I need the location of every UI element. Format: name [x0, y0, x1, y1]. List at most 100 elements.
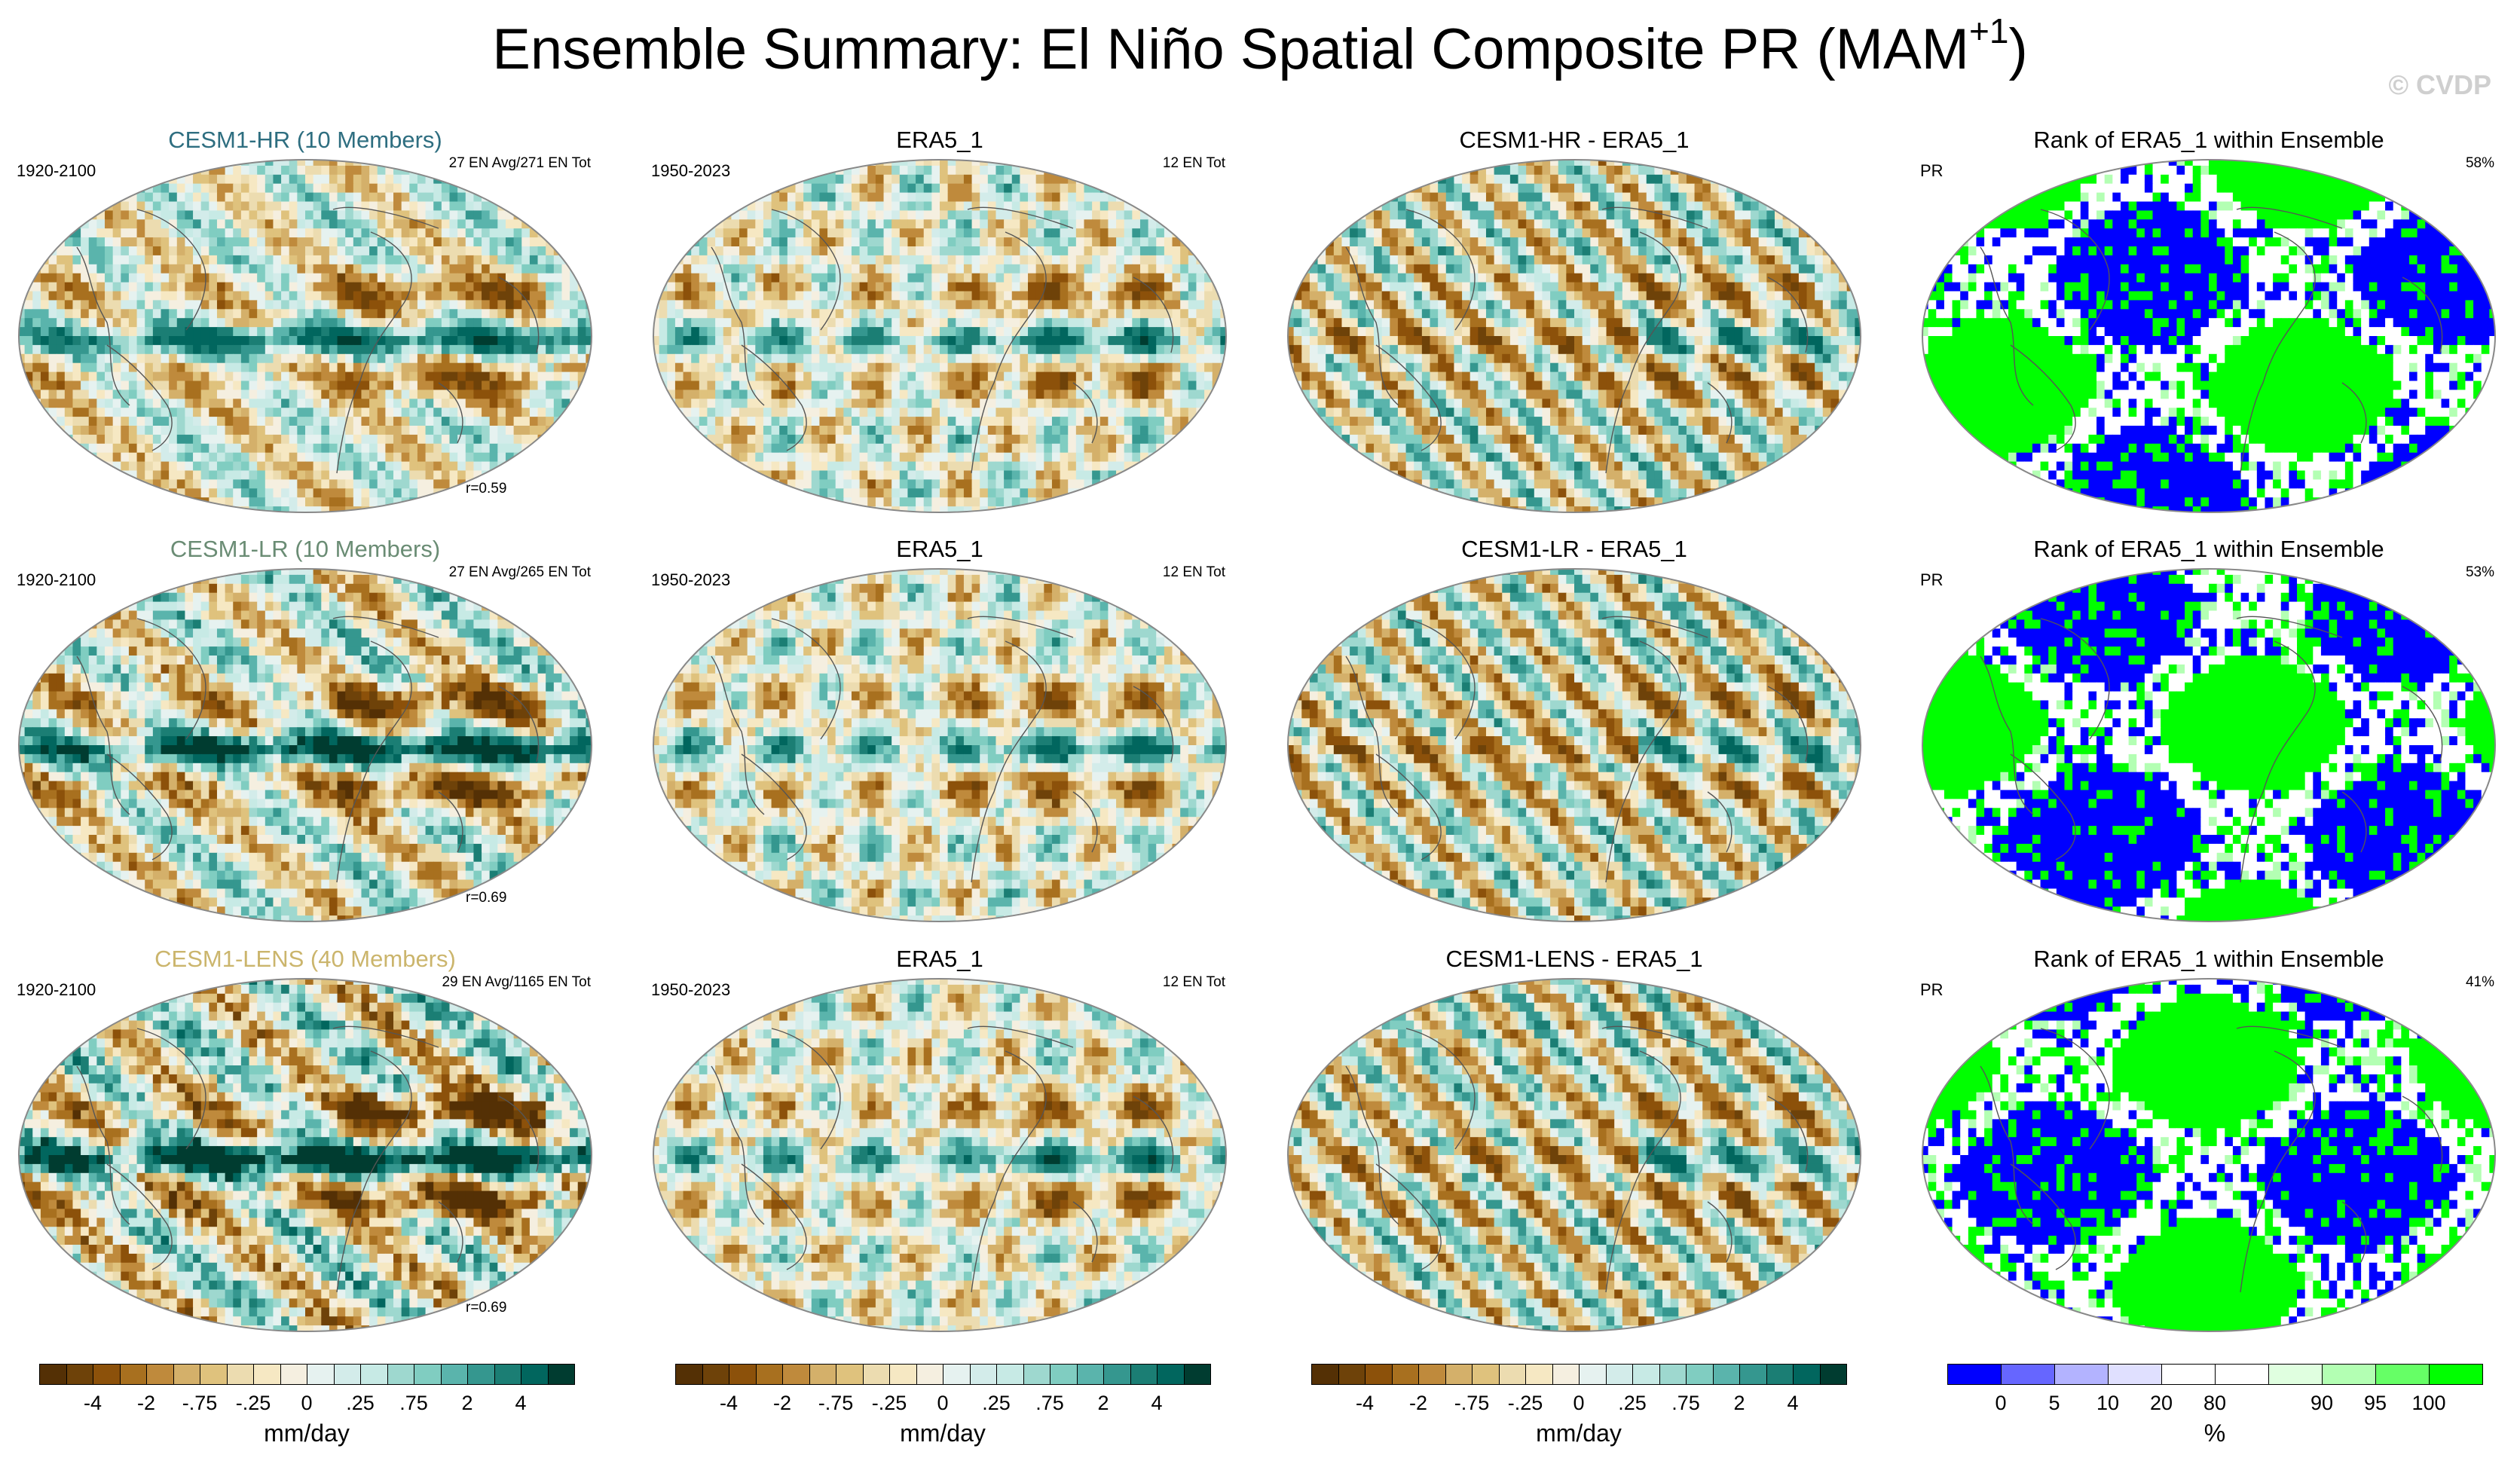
colorbar-swatch	[1050, 1364, 1078, 1385]
coastline-1	[2236, 616, 2343, 638]
coastline-0	[2240, 231, 2316, 474]
coastline-4	[106, 753, 173, 860]
coastline-2	[711, 1065, 765, 1225]
pattern-correlation: r=0.59	[466, 481, 506, 497]
colorbar-tick-label: .75	[1035, 1392, 1064, 1415]
colorbar-swatch	[916, 1364, 943, 1385]
precip-map	[1287, 978, 1861, 1332]
coastline-6	[2402, 1096, 2443, 1172]
obs-years: 1950-2023	[651, 570, 730, 590]
precip-map	[653, 159, 1227, 513]
rank-title: Rank of ERA5_1 within Ensemble	[1911, 537, 2506, 561]
colorbar-swatch	[675, 1364, 703, 1385]
coastline-6	[1767, 1096, 1809, 1172]
coastlines	[711, 206, 1174, 474]
colorbar-swatch	[2054, 1364, 2109, 1385]
field-cells	[653, 569, 1226, 921]
map-outline	[1287, 568, 1861, 922]
map-outline	[1922, 978, 2496, 1332]
colorbar-tick-label: 10	[2096, 1392, 2119, 1415]
colorbar-tick-label: 95	[2364, 1392, 2387, 1415]
colorbar-swatch	[702, 1364, 729, 1385]
difference-panel: CESM1-LR - ERA5_1	[1277, 537, 1872, 948]
coastline-6	[1767, 277, 1809, 353]
model-title: CESM1-LENS (40 Members)	[8, 947, 603, 970]
colorbar-swatch	[253, 1364, 281, 1385]
colorbar-swatch	[1739, 1364, 1767, 1385]
coastline-0	[1605, 1050, 1681, 1293]
model-composite-panel: CESM1-HR (10 Members) 1920-2100 27 EN Avg/…	[8, 128, 603, 539]
colorbar-swatch	[280, 1364, 307, 1385]
coastlines	[1345, 206, 1809, 474]
colorbar-swatch	[1579, 1364, 1607, 1385]
cvdp-watermark: © CVDP	[2388, 69, 2491, 101]
colorbar-swatch	[521, 1364, 549, 1385]
coastline-5	[1707, 791, 1732, 853]
coastline-2	[1345, 656, 1399, 815]
map-outline	[653, 159, 1227, 513]
coastline-6	[498, 277, 540, 353]
colorbar-swatch	[494, 1364, 521, 1385]
colorbar-tick-label: 0	[937, 1392, 948, 1415]
colorbar-swatch	[1445, 1364, 1473, 1385]
coastline-3	[2040, 209, 2110, 331]
precip-map	[1287, 568, 1861, 922]
colorbar-swatch	[226, 1364, 254, 1385]
rank-variable: PR	[1920, 570, 1944, 590]
difference-panel: CESM1-LENS - ERA5_1	[1277, 947, 1872, 1358]
colorbar-swatch	[93, 1364, 121, 1385]
coastline-3	[2040, 618, 2110, 740]
colorbar-swatch	[1766, 1364, 1794, 1385]
coastline-6	[1133, 277, 1174, 353]
colorbar-tick-label: 0	[1995, 1392, 2006, 1415]
colorbar-swatch	[889, 1364, 917, 1385]
colorbar-tick-label: 5	[2048, 1392, 2060, 1415]
colorbar-swatch	[1712, 1364, 1740, 1385]
coastline-4	[2010, 344, 2076, 451]
colorbar-swatch	[2215, 1364, 2269, 1385]
colorbar-swatch	[1659, 1364, 1687, 1385]
ensemble-info: 29 EN Avg/1165 EN Tot	[442, 974, 591, 991]
colorbar-swatch	[1130, 1364, 1158, 1385]
coastlines	[711, 1025, 1174, 1293]
coastline-4	[741, 1163, 807, 1270]
colorbar-tick-label: 90	[2311, 1392, 2333, 1415]
obs-composite-panel: ERA5_1 1950-2023 12 EN Tot	[642, 537, 1237, 948]
coastline-0	[971, 1050, 1047, 1293]
colorbar-tick-label: -.25	[1508, 1392, 1543, 1415]
map-outline	[18, 978, 592, 1332]
coastline-1	[1601, 1025, 1708, 1048]
map-outline	[1287, 978, 1861, 1332]
colorbar-swatch	[119, 1364, 147, 1385]
coastline-1	[2236, 1025, 2343, 1048]
map-outline	[653, 568, 1227, 922]
coastline-0	[336, 640, 412, 883]
model-years: 1920-2100	[17, 980, 96, 1000]
colorbar-tick-label: -.25	[872, 1392, 907, 1415]
colorbar-swatch	[836, 1364, 864, 1385]
rank-variable: PR	[1920, 161, 1944, 181]
colorbar-swatch	[1076, 1364, 1104, 1385]
colorbar-swatch	[1605, 1364, 1633, 1385]
map-outline	[1922, 159, 2496, 513]
coastline-5	[438, 791, 463, 853]
coastline-1	[967, 206, 1074, 229]
coastlines	[1980, 206, 2443, 474]
coastlines	[1345, 616, 1809, 883]
colorbar-swatch	[969, 1364, 997, 1385]
map-outline	[653, 978, 1227, 1332]
precip-map	[18, 978, 592, 1332]
rank-panel: Rank of ERA5_1 within Ensemble PR 41%	[1911, 947, 2506, 1358]
colorbar-tick-label: .75	[1671, 1392, 1700, 1415]
coastline-6	[1133, 686, 1174, 763]
coastline-5	[2341, 382, 2367, 444]
colorbar-swatch	[1365, 1364, 1393, 1385]
rank-percent: 58%	[2466, 155, 2494, 172]
colorbar-swatch	[1552, 1364, 1580, 1385]
rank-colorbar: 0 5 10 20 80 90 95 100%	[1947, 1364, 2483, 1454]
coastlines	[1980, 616, 2443, 883]
coastline-5	[438, 1201, 463, 1263]
colorbar-units: mm/day	[39, 1420, 574, 1447]
coastline-1	[2236, 206, 2343, 229]
pattern-correlation: r=0.69	[466, 890, 506, 906]
